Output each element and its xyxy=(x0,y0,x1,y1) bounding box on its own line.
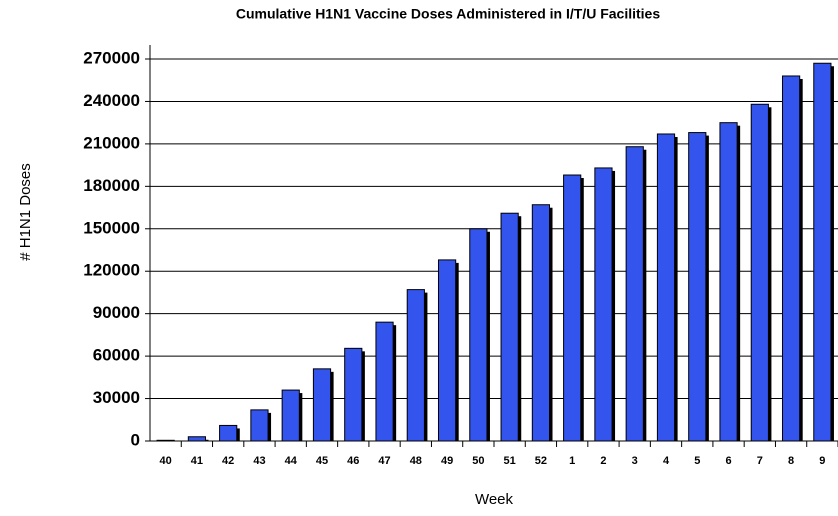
x-axis-label: Week xyxy=(475,491,514,508)
bar xyxy=(563,174,582,442)
bar xyxy=(375,321,394,442)
bar xyxy=(813,62,832,442)
bar xyxy=(656,133,676,442)
x-tick-label: 40 xyxy=(160,455,172,467)
y-tick-label: 60000 xyxy=(93,346,140,365)
x-tick-label: 51 xyxy=(504,455,516,467)
bar xyxy=(437,259,457,442)
x-tick-label: 6 xyxy=(725,455,731,467)
bar xyxy=(156,439,175,442)
bar xyxy=(469,228,488,442)
bar xyxy=(594,167,613,442)
bar xyxy=(312,368,332,442)
bar xyxy=(406,289,425,442)
y-tick-label: 90000 xyxy=(93,303,140,322)
bar xyxy=(531,204,551,442)
x-tick-label: 52 xyxy=(535,455,547,467)
y-tick-label: 120000 xyxy=(83,261,140,280)
x-tick-label: 8 xyxy=(788,455,794,467)
x-tick-label: 48 xyxy=(410,455,422,467)
y-tick-label: 180000 xyxy=(83,176,140,195)
bar xyxy=(344,347,363,442)
y-tick-label: 0 xyxy=(131,430,140,449)
bar xyxy=(250,409,269,442)
x-tick-label: 49 xyxy=(441,455,453,467)
y-axis-label: # H1N1 Doses xyxy=(17,163,34,261)
x-tick-label: 42 xyxy=(222,455,234,467)
bar xyxy=(281,389,300,442)
x-tick-label: 4 xyxy=(663,455,670,467)
x-tick-label: 9 xyxy=(819,455,825,467)
x-tick-label: 5 xyxy=(694,455,700,467)
x-tick-label: 2 xyxy=(600,455,606,467)
x-tick-label: 46 xyxy=(347,455,359,467)
y-tick-label: 210000 xyxy=(83,133,140,152)
y-tick-label: 240000 xyxy=(83,91,140,110)
bar xyxy=(625,146,644,442)
x-tick-label: 44 xyxy=(285,455,298,467)
bar xyxy=(187,436,207,442)
x-tick-label: 7 xyxy=(757,455,763,467)
bar xyxy=(219,424,238,442)
chart-title: Cumulative H1N1 Vaccine Doses Administer… xyxy=(236,6,661,22)
bar xyxy=(750,103,769,442)
bar xyxy=(781,75,801,442)
y-tick-label: 150000 xyxy=(83,218,140,237)
bar xyxy=(688,132,707,442)
x-tick-label: 1 xyxy=(569,455,575,467)
bar xyxy=(500,212,519,442)
x-tick-label: 43 xyxy=(253,455,265,467)
x-tick-label: 3 xyxy=(632,455,638,467)
y-tick-label: 270000 xyxy=(83,48,140,67)
x-tick-label: 50 xyxy=(472,455,484,467)
bar xyxy=(719,122,738,442)
x-tick-label: 41 xyxy=(191,455,203,467)
x-tick-label: 47 xyxy=(378,455,390,467)
x-tick-label: 45 xyxy=(316,455,328,467)
y-tick-label: 30000 xyxy=(93,388,140,407)
